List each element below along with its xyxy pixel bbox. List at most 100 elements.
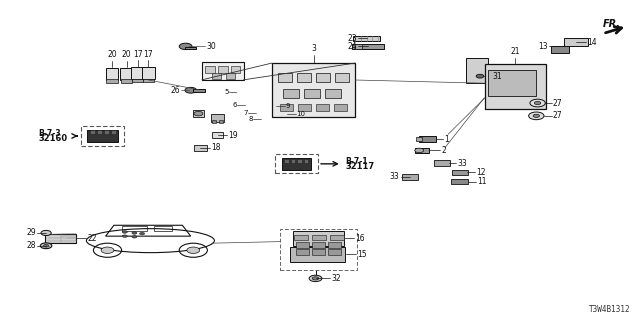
- Text: 27: 27: [553, 99, 563, 108]
- Bar: [419, 136, 436, 142]
- Text: 33: 33: [390, 172, 399, 181]
- Bar: [434, 160, 450, 166]
- Text: 17: 17: [132, 50, 143, 59]
- Bar: [154, 226, 172, 231]
- Bar: [193, 89, 205, 92]
- Bar: [296, 249, 309, 255]
- Bar: [131, 67, 144, 79]
- Bar: [304, 159, 308, 163]
- Text: 31: 31: [493, 72, 502, 81]
- Bar: [278, 73, 292, 82]
- Circle shape: [132, 236, 137, 238]
- Bar: [416, 137, 422, 141]
- Bar: [106, 68, 118, 80]
- Text: 20: 20: [122, 50, 132, 59]
- Bar: [291, 159, 296, 163]
- Text: 23: 23: [348, 34, 357, 43]
- Bar: [312, 235, 326, 240]
- Bar: [230, 66, 241, 73]
- Bar: [285, 159, 289, 163]
- Text: 21: 21: [511, 47, 520, 56]
- Bar: [104, 130, 109, 134]
- Text: 33: 33: [457, 159, 467, 168]
- Bar: [312, 242, 325, 248]
- Circle shape: [101, 247, 114, 253]
- Circle shape: [41, 230, 51, 236]
- Circle shape: [415, 148, 424, 153]
- Bar: [219, 120, 223, 123]
- Bar: [452, 170, 467, 175]
- Bar: [185, 47, 196, 49]
- Text: 2: 2: [442, 146, 446, 155]
- Text: 20: 20: [107, 50, 117, 59]
- Text: 32160: 32160: [38, 134, 68, 143]
- Bar: [280, 104, 293, 111]
- Text: 15: 15: [357, 250, 367, 259]
- Text: 6: 6: [233, 102, 237, 108]
- Bar: [212, 132, 223, 138]
- Text: 17: 17: [143, 50, 154, 59]
- Circle shape: [185, 87, 196, 93]
- Bar: [282, 158, 311, 170]
- Bar: [132, 79, 143, 82]
- Bar: [291, 247, 344, 262]
- Bar: [564, 38, 588, 46]
- Bar: [353, 36, 380, 41]
- Text: 18: 18: [211, 143, 221, 152]
- Circle shape: [187, 247, 200, 253]
- Bar: [294, 235, 308, 240]
- Text: 30: 30: [206, 42, 216, 51]
- Bar: [272, 63, 355, 117]
- Circle shape: [122, 235, 127, 237]
- Text: T3W4B1312: T3W4B1312: [589, 305, 630, 314]
- Circle shape: [179, 43, 192, 50]
- Text: 16: 16: [355, 234, 365, 243]
- Text: 32117: 32117: [346, 162, 375, 171]
- Bar: [334, 104, 347, 111]
- Bar: [202, 62, 244, 80]
- Bar: [328, 242, 341, 248]
- Text: 29: 29: [26, 228, 36, 237]
- Bar: [298, 104, 311, 111]
- Circle shape: [40, 243, 52, 249]
- Text: 14: 14: [587, 38, 596, 47]
- Text: 19: 19: [228, 131, 238, 140]
- Text: 11: 11: [477, 177, 487, 186]
- Circle shape: [122, 231, 127, 233]
- Circle shape: [533, 114, 540, 117]
- Circle shape: [312, 277, 319, 280]
- Bar: [283, 89, 300, 98]
- Bar: [352, 44, 384, 49]
- Bar: [335, 73, 349, 82]
- Bar: [325, 89, 342, 98]
- Bar: [402, 174, 418, 180]
- Bar: [316, 73, 330, 82]
- Text: 12: 12: [476, 168, 486, 177]
- Bar: [298, 159, 302, 163]
- Bar: [90, 130, 95, 134]
- Text: 27: 27: [553, 111, 563, 120]
- Bar: [106, 79, 118, 83]
- Text: 7: 7: [244, 110, 248, 116]
- Bar: [97, 130, 102, 134]
- Circle shape: [530, 99, 545, 107]
- Circle shape: [44, 244, 49, 247]
- Circle shape: [194, 111, 203, 116]
- Bar: [120, 68, 133, 80]
- Bar: [121, 79, 132, 83]
- Bar: [111, 130, 116, 134]
- Bar: [297, 73, 311, 82]
- Bar: [328, 249, 341, 255]
- Text: 5: 5: [225, 89, 229, 95]
- Bar: [280, 229, 357, 270]
- Circle shape: [309, 275, 322, 282]
- Bar: [122, 226, 147, 231]
- Bar: [305, 89, 321, 98]
- Circle shape: [140, 232, 145, 235]
- Text: 10: 10: [296, 111, 305, 117]
- Bar: [211, 114, 224, 122]
- Bar: [194, 145, 207, 151]
- Bar: [45, 234, 76, 243]
- Text: 13: 13: [538, 42, 548, 51]
- Bar: [330, 235, 344, 240]
